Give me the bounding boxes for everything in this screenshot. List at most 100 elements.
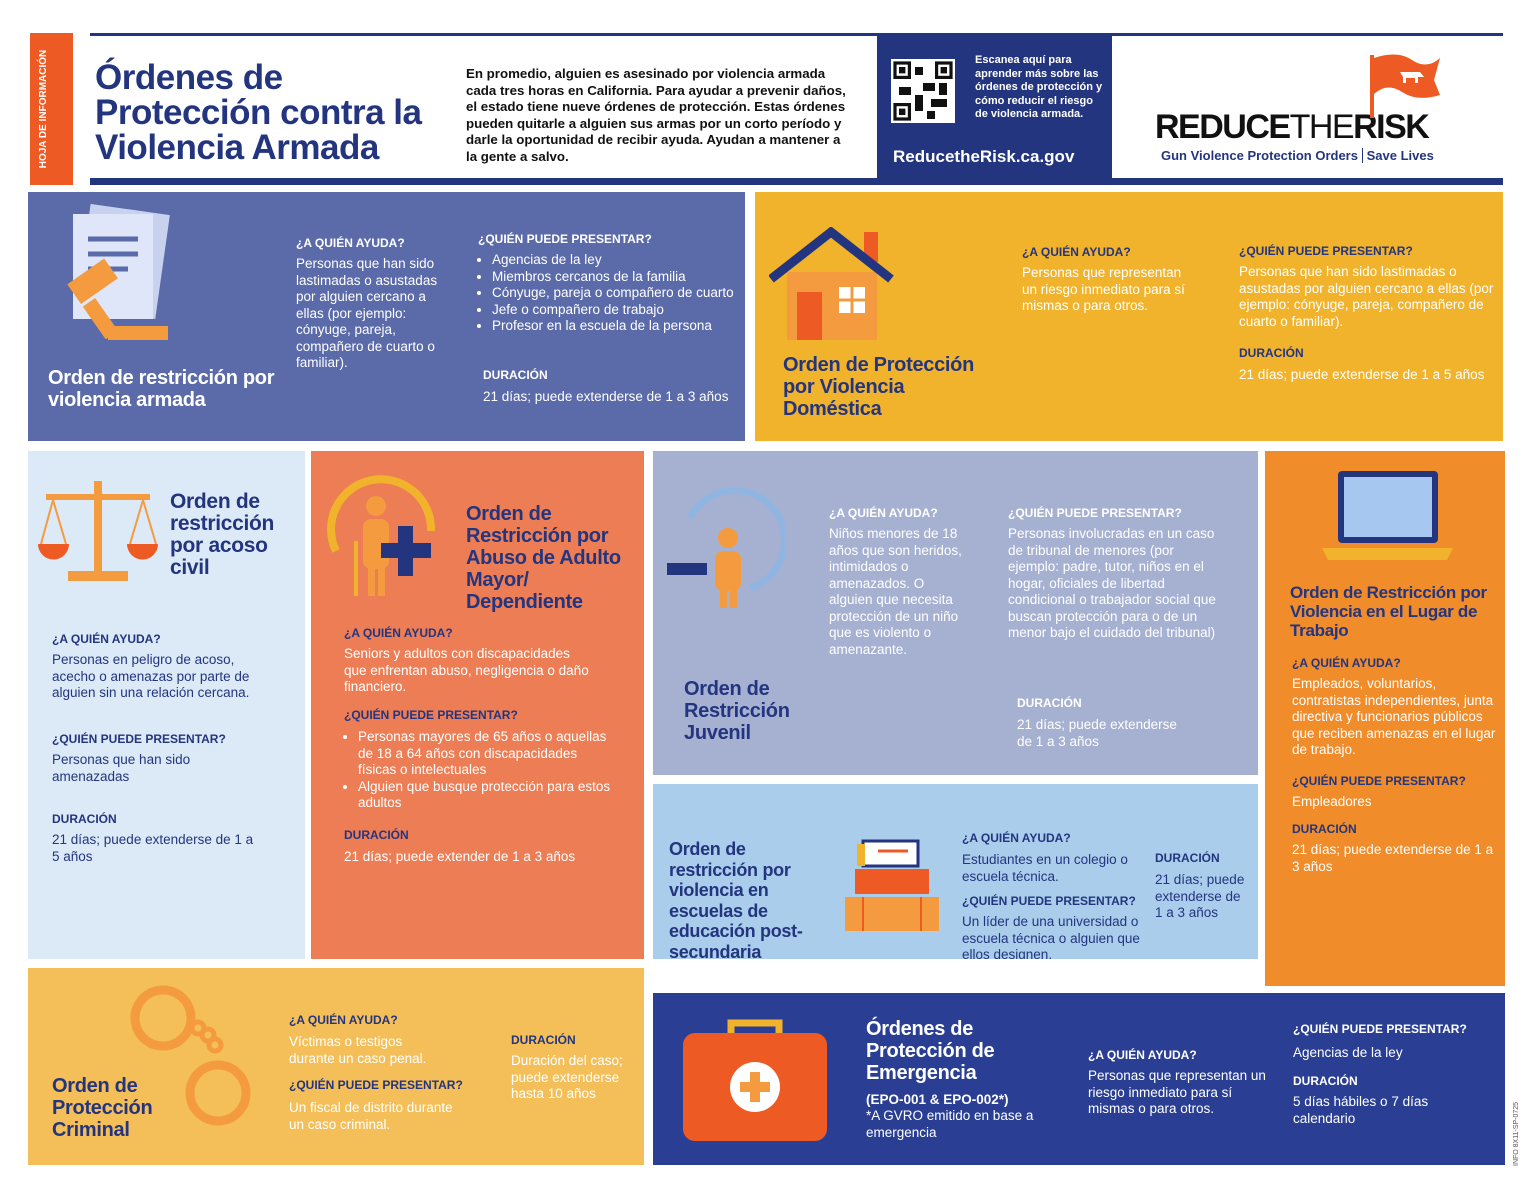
text: Personas que representan un riesgo inmed…	[1022, 265, 1185, 313]
heading: DURACIÓN	[1292, 822, 1357, 836]
logo: REDUCETHERISK	[1155, 108, 1430, 147]
heading: ¿A QUIÉN AYUDA?	[1292, 656, 1401, 670]
text: 21 días; puede extenderse de 1 a 3 años	[1155, 872, 1245, 920]
list-item: Jefe o compañero de trabajo	[492, 302, 738, 319]
text: Víctimas o testigos durante un caso pena…	[289, 1034, 427, 1066]
heading: DURACIÓN	[483, 368, 548, 382]
text: Un fiscal de distrito durante un caso cr…	[289, 1100, 453, 1132]
icon	[683, 1019, 827, 1141]
text: Seniors y adultos con discapacidades que…	[344, 646, 589, 694]
panel: Orden de Restricción por Abuso de Adulto…	[311, 451, 644, 959]
panel-title: Orden de Restricción por Violencia en el…	[1290, 583, 1487, 640]
panel-title: Orden de restricción por acoso civil	[170, 490, 275, 579]
icon	[1322, 471, 1453, 560]
heading: ¿QUIÉN PUEDE PRESENTAR?	[1292, 774, 1466, 788]
text: Personas que han sido lastimadas o asust…	[296, 256, 438, 370]
heading: ¿QUIÉN PUEDE PRESENTAR?	[289, 1078, 463, 1092]
list-item: Miembros cercanos de la familia	[492, 269, 738, 286]
text: Empleadores	[1292, 794, 1372, 809]
text: Empleados, voluntarios, contratistas ind…	[1292, 676, 1496, 757]
text: 21 días; puede extenderse de 1 a 3 años	[1017, 717, 1177, 749]
heading: ¿QUIÉN PUEDE PRESENTAR?	[52, 732, 226, 746]
text: Personas en peligro de acoso, acecho o a…	[52, 652, 250, 700]
list: Agencias de la ley Miembros cercanos de …	[478, 252, 738, 335]
text: 21 días; puede extenderse de 1 a 5 años	[52, 832, 254, 864]
logo-word: REDUCE	[1155, 108, 1291, 146]
heading: DURACIÓN	[511, 1033, 576, 1047]
icon	[67, 204, 170, 340]
subtitle: (EPO-001 & EPO-002*)	[866, 1092, 1009, 1107]
heading: ¿A QUIÉN AYUDA?	[296, 236, 405, 250]
panel-title: Orden de Restricción Juvenil	[684, 678, 790, 744]
text: Duración del caso; puede extenderse hast…	[511, 1053, 623, 1101]
panel-title: Orden de Protección por Violencia Domést…	[783, 354, 975, 420]
heading: ¿A QUIÉN AYUDA?	[962, 831, 1071, 845]
heading: ¿QUIÉN PUEDE PRESENTAR?	[478, 232, 652, 246]
list-item: Agencias de la ley	[492, 252, 738, 269]
heading: ¿QUIÉN PUEDE PRESENTAR?	[1008, 506, 1182, 520]
tag-box: HOJA DE INFORMACIÓN	[30, 33, 73, 185]
heading: ¿QUIÉN PUEDE PRESENTAR?	[1293, 1022, 1467, 1036]
text: 5 días hábiles o 7 días calendario	[1293, 1094, 1429, 1126]
heading: ¿A QUIÉN AYUDA?	[1088, 1048, 1197, 1062]
icon	[327, 475, 436, 596]
tagline-part: Gun Violence Protection Orders	[1161, 148, 1358, 163]
text: Personas que representan un riesgo inmed…	[1088, 1068, 1266, 1116]
panel-title: Orden de restricción por violencia armad…	[48, 367, 275, 411]
tagline: Gun Violence Protection Orders Save Live…	[1161, 148, 1434, 163]
rule	[90, 178, 1503, 185]
footer-code: INFO 8X11-SP-0725	[1513, 1101, 1520, 1166]
list-item: Alguien que busque protección para estos…	[358, 779, 619, 812]
heading: DURACIÓN	[1293, 1074, 1358, 1088]
heading: ¿A QUIÉN AYUDA?	[1022, 245, 1131, 259]
panel: Orden de Restricción Juvenil ¿A QUIÉN AY…	[653, 451, 1258, 775]
heading: ¿QUIÉN PUEDE PRESENTAR?	[1239, 244, 1413, 258]
qr-code	[891, 59, 955, 123]
list: Personas mayores de 65 años o aquellas d…	[344, 729, 619, 812]
heading: DURACIÓN	[344, 828, 409, 842]
heading: ¿A QUIÉN AYUDA?	[829, 506, 938, 520]
list-item: Personas mayores de 65 años o aquellas d…	[358, 729, 619, 779]
qr-box: Escanea aquí para aprender más sobre las…	[877, 36, 1112, 178]
heading: ¿A QUIÉN AYUDA?	[289, 1013, 398, 1027]
heading: DURACIÓN	[52, 812, 117, 826]
panel: Orden de restricción por acoso civil ¿A …	[28, 451, 305, 959]
logo-word: RISK	[1353, 108, 1430, 146]
heading: DURACIÓN	[1239, 346, 1304, 360]
heading: ¿QUIÉN PUEDE PRESENTAR?	[344, 708, 518, 722]
heading: ¿QUIÉN PUEDE PRESENTAR?	[962, 894, 1136, 908]
heading: DURACIÓN	[1155, 851, 1220, 865]
text: 21 días; puede extender de 1 a 3 años	[344, 849, 576, 864]
tagline-part: Save Lives	[1361, 148, 1434, 163]
text: Niños menores de 18 años que son heridos…	[829, 526, 962, 657]
text: Personas que han sido amenazadas	[52, 752, 191, 784]
heading: ¿A QUIÉN AYUDA?	[344, 626, 453, 640]
text: Un líder de una universidad o escuela té…	[962, 914, 1140, 959]
text: Personas involucradas en un caso de trib…	[1008, 526, 1216, 640]
panel: Orden de Protección Criminal ¿A QUIÉN AY…	[28, 968, 644, 1165]
icon	[38, 481, 158, 581]
logo-word: THE	[1289, 108, 1355, 146]
heading: ¿A QUIÉN AYUDA?	[52, 632, 161, 646]
text: 21 días; puede extenderse de 1 a 5 años	[1239, 367, 1485, 382]
text: 21 días; puede extenderse de 1 a 3 años	[1292, 842, 1494, 874]
panel-title: Orden de Restricción por Abuso de Adulto…	[466, 503, 621, 613]
icon	[845, 839, 939, 931]
panel: Orden de Protección por Violencia Domést…	[755, 192, 1503, 441]
list-item: Cónyuge, pareja o compañero de cuarto	[492, 285, 738, 302]
icon	[667, 488, 785, 608]
panel: Órdenes de Protección de Emergencia (EPO…	[653, 993, 1505, 1165]
note: *A GVRO emitido en base a emergencia	[866, 1108, 1034, 1140]
qr-text: Escanea aquí para aprender más sobre las…	[975, 54, 1103, 120]
icon	[130, 985, 251, 1126]
text: Personas que han sido lastimadas o asust…	[1239, 264, 1494, 329]
panel-title: Orden de Protección Criminal	[52, 1075, 153, 1141]
url[interactable]: ReducetheRisk.ca.gov	[893, 147, 1075, 166]
panel-title: Orden de restricción por violencia en es…	[669, 839, 803, 959]
panel-title: Órdenes de Protección de Emergencia	[866, 1018, 995, 1084]
text: 21 días; puede extenderse de 1 a 3 años	[483, 389, 729, 404]
icon	[769, 227, 894, 340]
tag: HOJA DE INFORMACIÓN	[38, 49, 49, 169]
text: Estudiantes en un colegio o escuela técn…	[962, 852, 1128, 884]
